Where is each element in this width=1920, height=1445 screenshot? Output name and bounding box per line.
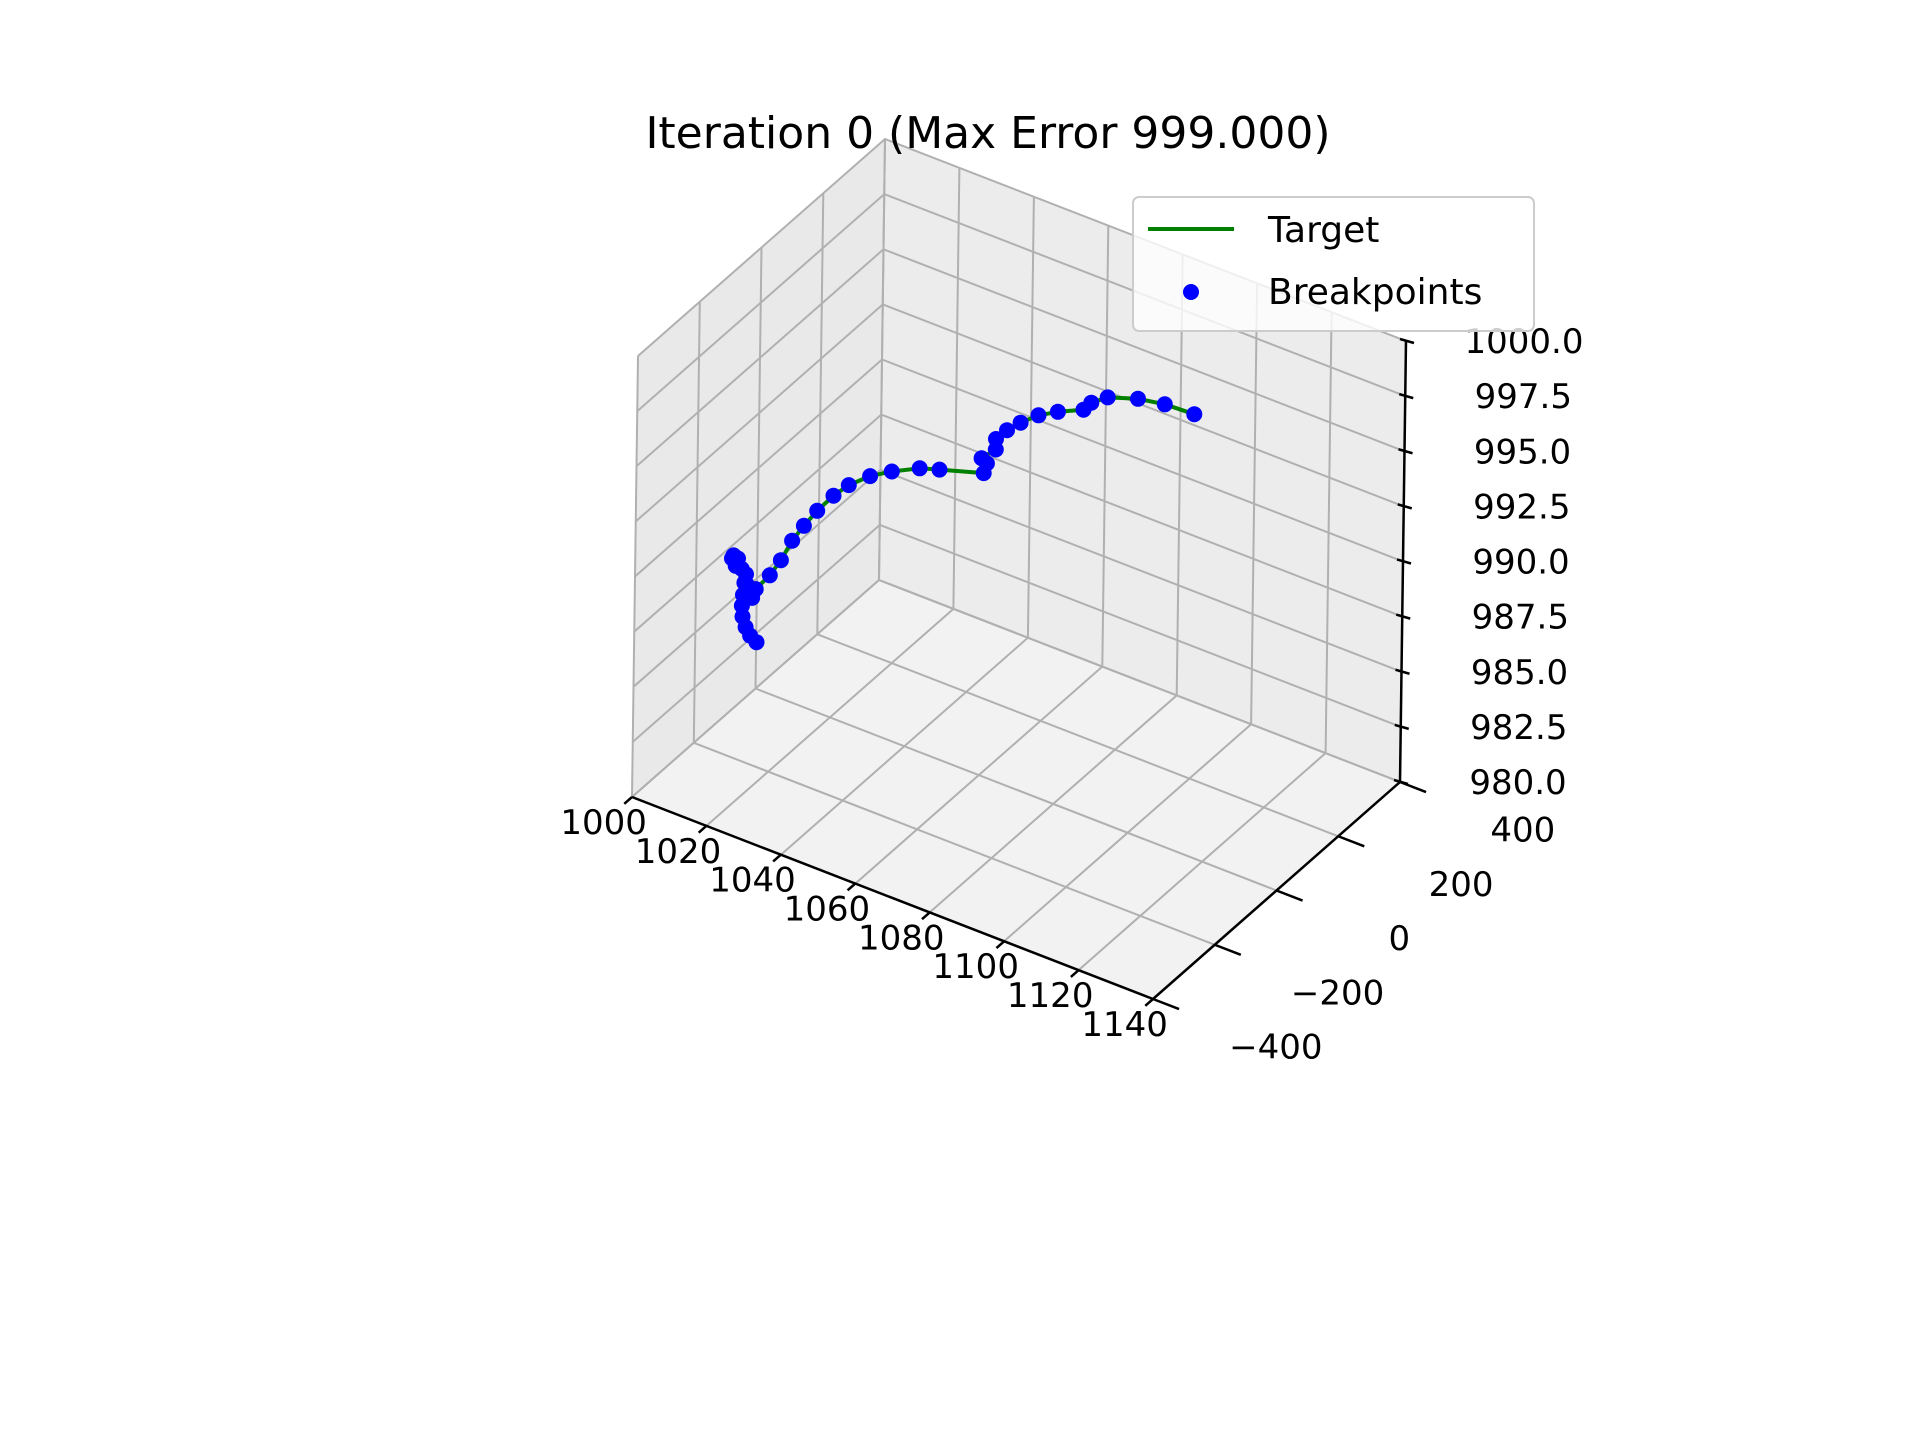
y-tick-label: 400 xyxy=(1490,811,1555,851)
z-tick xyxy=(1395,668,1410,675)
grid-line-z xyxy=(632,523,1402,743)
x-tick xyxy=(697,824,708,834)
breakpoint-marker xyxy=(784,532,801,549)
breakpoint-marker xyxy=(761,567,778,584)
legend-breakpoints-label: Breakpoints xyxy=(1268,272,1482,313)
breakpoint-marker xyxy=(988,431,1004,447)
z-tick-label: 980.0 xyxy=(1469,763,1566,803)
breakpoint-marker xyxy=(1186,406,1203,423)
legend-target-label: Target xyxy=(1267,210,1379,251)
grid-line-z xyxy=(634,358,1404,578)
grid-line-z xyxy=(632,468,1402,688)
y-tick xyxy=(1152,997,1180,1011)
y-tick-label: −200 xyxy=(1291,973,1384,1013)
z-tick-label: 997.5 xyxy=(1475,377,1572,417)
breakpoint-marker xyxy=(862,468,879,485)
z-tick xyxy=(1398,392,1414,400)
x-tick xyxy=(623,796,633,805)
x-tick xyxy=(1070,969,1080,978)
z-tick xyxy=(1393,778,1409,786)
x-axis-line xyxy=(631,795,1154,1001)
z-tick xyxy=(1396,558,1412,565)
y-tick xyxy=(1276,889,1304,902)
breakpoint-marker xyxy=(772,552,789,569)
grid-line-z xyxy=(631,578,1401,798)
z-tick-label: 995.0 xyxy=(1474,432,1571,472)
breakpoint-marker xyxy=(1130,390,1146,407)
breakpoint-marker xyxy=(840,477,857,494)
legend-breakpoints-swatch xyxy=(1183,284,1199,300)
grid-line-z xyxy=(635,303,1405,523)
x-tick-label: 1000 xyxy=(560,803,647,843)
z-tick-label: 987.5 xyxy=(1472,598,1569,638)
z-tick xyxy=(1395,613,1411,620)
breakpoint-marker xyxy=(733,560,750,577)
z-tick xyxy=(1394,723,1410,731)
breakpoint-marker xyxy=(911,460,928,477)
x-tick xyxy=(995,940,1005,950)
z-tick xyxy=(1399,337,1415,345)
breakpoint-marker xyxy=(1156,396,1173,413)
legend: Target Breakpoints xyxy=(1132,196,1535,332)
breakpoint-marker xyxy=(883,463,900,480)
x-tick xyxy=(921,911,931,921)
z-tick-label: 990.0 xyxy=(1472,543,1569,583)
grid-line-z xyxy=(635,248,1405,468)
x-tick-label: 1080 xyxy=(858,918,945,958)
breakpoint-marker xyxy=(825,487,842,504)
x-tick-label: 1140 xyxy=(1081,1005,1168,1045)
breakpoint-marker xyxy=(1049,403,1066,420)
y-tick-label: 200 xyxy=(1429,865,1494,905)
z-tick-label: 992.5 xyxy=(1473,487,1570,527)
y-tick xyxy=(1337,835,1365,848)
z-tick xyxy=(1398,448,1413,455)
breakpoint-marker xyxy=(931,461,948,478)
z-tick-label: 982.5 xyxy=(1470,708,1567,748)
x-tick-label: 1020 xyxy=(635,832,722,872)
x-tick-label: 1060 xyxy=(784,890,871,930)
breakpoint-marker xyxy=(809,502,826,519)
chart-title: Iteration 0 (Max Error 999.000) xyxy=(645,108,1330,159)
breakpoint-marker xyxy=(973,450,990,467)
breakpoint-marker xyxy=(1099,389,1116,406)
breakpoint-marker xyxy=(999,422,1015,439)
z-tick xyxy=(1397,503,1413,510)
breakpoint-marker xyxy=(1030,407,1047,424)
z-tick-label: 985.0 xyxy=(1471,653,1568,693)
breakpoint-marker xyxy=(747,581,764,598)
tick-marks xyxy=(623,337,1427,1011)
x-tick xyxy=(1144,998,1154,1007)
breakpoint-marker xyxy=(795,517,812,534)
x-tick-label: 1040 xyxy=(709,861,796,901)
y-tick-label: −400 xyxy=(1229,1028,1322,1068)
grid-line-z xyxy=(633,413,1403,633)
x-tick-label: 1120 xyxy=(1007,976,1094,1016)
data-series xyxy=(724,389,1203,651)
x-tick xyxy=(772,853,782,863)
y-tick-label: 0 xyxy=(1388,919,1410,959)
breakpoint-marker xyxy=(1012,414,1029,431)
breakpoint-marker xyxy=(1083,394,1100,411)
x-tick-label: 1100 xyxy=(932,947,1019,987)
x-tick xyxy=(846,882,857,892)
y-tick xyxy=(1214,943,1242,957)
